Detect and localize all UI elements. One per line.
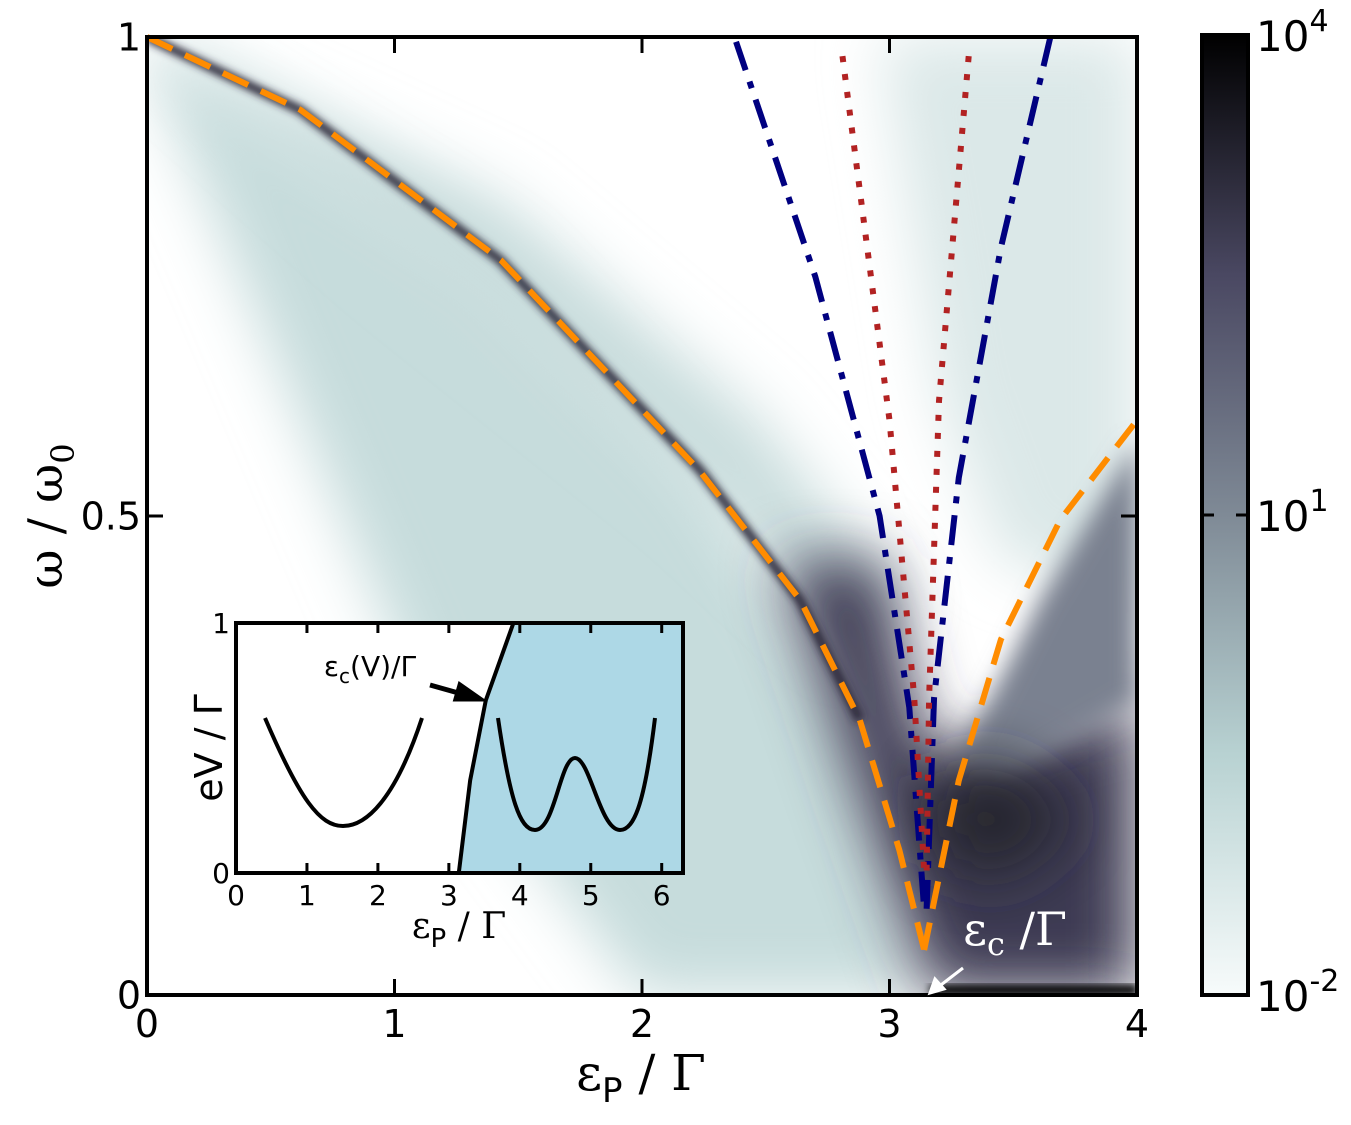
y-axis-label: ω / ω0 [18,443,82,588]
y-label-sub: 0 [44,443,82,463]
inset-x-label-symbol: ε [412,906,431,947]
colorbar-tick-label: 10-2 [1256,964,1339,1021]
inset-annotation: εc(V)/Γ [324,650,417,688]
heat-mid [960,440,1137,780]
heat-band [147,37,925,995]
y-label-main: ω / ω [18,464,74,589]
area [458,623,683,873]
annotation-symbol: ε [963,902,987,956]
annotation: εc /Γ [963,902,1067,963]
potential-sketch [263,717,424,829]
inset-x-label: εP / Γ [412,906,506,954]
x-tick-label: 3 [877,1002,901,1046]
x-label-tail: / Γ [623,1044,706,1102]
colorbar-tick-exponent: 1 [1309,484,1328,519]
inset-y-label: eV / Γ [187,694,231,802]
inset-frame [234,621,685,875]
y-tick-label: 1 [117,15,141,59]
heat-dark [930,760,1080,880]
y-tick-label: 0 [117,973,141,1017]
colorbar-tick-label: 101 [1256,484,1329,541]
heat-band [147,37,900,650]
potential-sketch [496,717,657,833]
inset-annotation-symbol: ε [324,650,339,683]
x-tick-label: 1 [298,879,316,912]
x-axis-label: εP / Γ [576,1044,706,1111]
x-tick-label: 4 [511,879,529,912]
inset-arrow [429,680,488,702]
colorbar-tick-base: 10 [1256,492,1309,541]
x-tick-label: 2 [369,879,387,912]
line [921,418,1140,951]
line [923,36,1054,909]
inset-x-label-sub: P [430,924,446,954]
annotation-sub: c [987,925,1005,963]
colorbar-tick-exponent: -2 [1309,964,1339,999]
x-tick-label: 4 [1125,1002,1149,1046]
x-tick-label: 5 [582,879,600,912]
x-label-sub: P [602,1071,623,1111]
colorbar-tick-label: 104 [1256,4,1329,61]
heat-edge [930,985,1137,995]
line [456,622,516,874]
y-tick-label: 0.5 [81,494,141,538]
colorbar-tick-exponent: 4 [1309,4,1328,39]
x-tick-label: 6 [653,879,671,912]
y-tick-label: 0 [212,857,230,890]
inset-annotation-tail: (V)/Γ [350,650,416,683]
colorbar-tick-base: 10 [1256,12,1309,61]
x-tick-label: 1 [382,1002,406,1046]
inset-annotation-sub: c [339,664,350,688]
line [145,34,928,951]
line [733,40,928,910]
x-tick-label: 0 [227,879,245,912]
inset-x-label-tail: / Γ [446,906,506,947]
annotation-arrow [927,966,964,996]
x-label-symbol: ε [576,1044,602,1102]
annotation-tail: /Γ [1005,902,1067,956]
colorbar-tick-base: 10 [1256,972,1309,1021]
x-tick-label: 2 [630,1002,654,1046]
x-tick-label: 3 [440,879,458,912]
y-tick-label: 1 [212,607,230,640]
line [839,55,928,871]
heat-band [880,37,1137,600]
x-tick-label: 0 [135,1002,159,1046]
